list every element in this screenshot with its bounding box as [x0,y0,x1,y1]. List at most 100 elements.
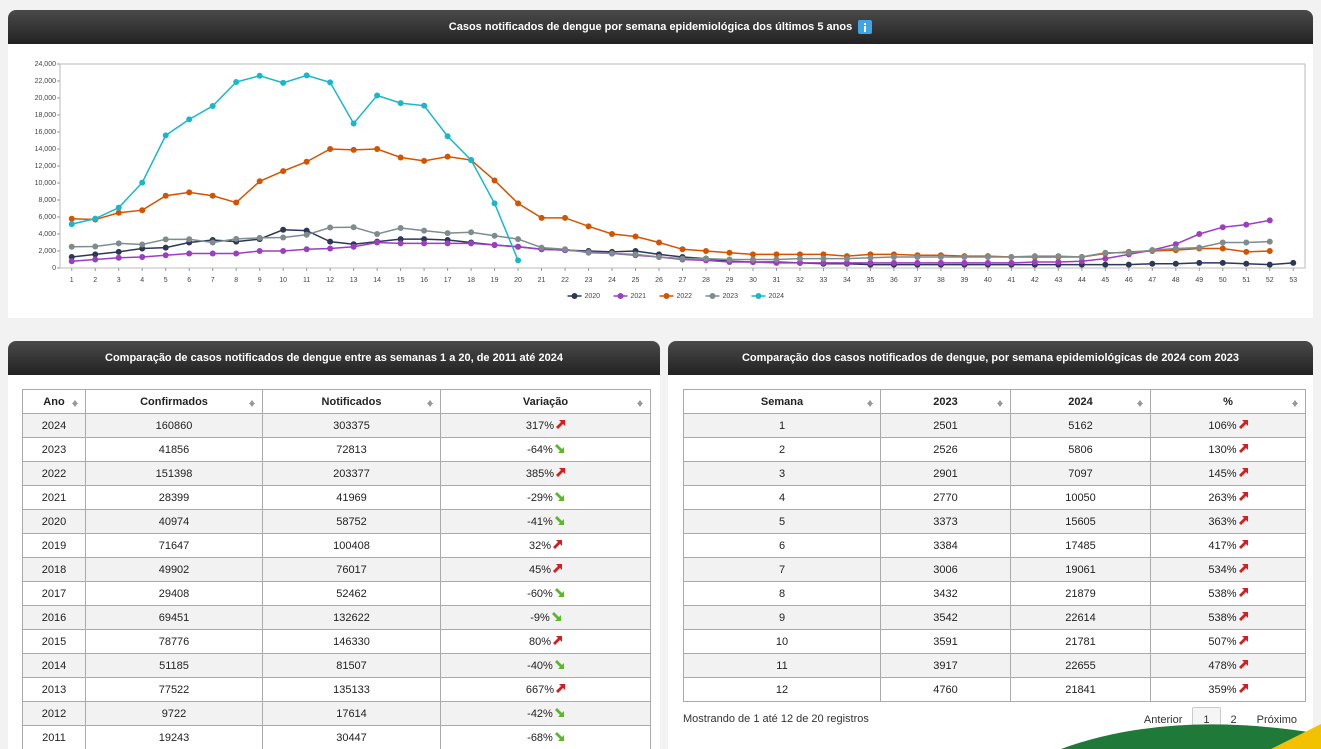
table-cell: -9% [440,605,651,630]
data-point [679,246,686,253]
arrow-up [1238,683,1248,693]
table-cell: 3006 [880,557,1011,582]
arrow-shape [554,587,564,597]
data-point [796,259,803,266]
x-tick-label: 24 [608,277,616,284]
cell-text: 100408 [333,539,370,552]
table-cell: 385% [440,461,651,486]
data-point [773,256,780,263]
data-point [1078,258,1085,265]
data-point [1078,253,1085,260]
data-point [1243,248,1250,255]
arrow-down [554,731,564,741]
data-point [820,255,827,262]
cell-text: 81507 [336,659,367,672]
info-icon[interactable] [858,20,873,34]
table-cell: 81507 [262,653,441,678]
arrow-shape [1238,611,1248,621]
cell-text: 10 [775,635,789,648]
column-header[interactable]: Ano [22,389,86,414]
data-point [1102,255,1109,262]
column-header[interactable]: 2024 [1010,389,1151,414]
legend-item: 2024 [751,293,784,300]
table-cell: 417% [1150,533,1306,558]
data-point [1266,238,1273,245]
data-point [186,250,193,257]
cell-text: 17485 [1065,539,1096,552]
table-cell: 2023 [22,437,86,462]
table-cell: 2017 [22,581,86,606]
column-header[interactable]: Variação [440,389,651,414]
data-point [1196,259,1203,266]
arrow-down [554,515,564,525]
data-point [1219,259,1226,266]
arrow-shape [1238,515,1248,525]
data-point [726,249,733,256]
page-link[interactable]: Anterior [1143,714,1183,726]
column-header[interactable]: % [1150,389,1306,414]
cell-text: 11 [776,659,788,672]
data-point [327,146,334,152]
table-cell: -41% [440,509,651,534]
cell-text: 2023 [41,443,67,456]
data-point [280,79,287,86]
data-point [749,256,756,263]
cell-text: 69451 [158,611,190,624]
column-header[interactable]: Notificados [262,389,441,414]
x-tick-label: 38 [937,277,945,284]
table-row: 2018 49902 76017 45% [22,557,651,582]
cell-text: 151398 [155,467,193,480]
data-point [796,255,803,262]
table-row: 2015 78776 146330 80% [22,629,651,654]
arrow-up [1238,587,1248,597]
table-row: 8 3432 21879 538% [683,581,1306,606]
cell-text: 2013 [41,683,67,696]
column-header[interactable]: Confirmados [85,389,263,414]
table-row: 2017 29408 52462 -60% [22,581,651,606]
table-cell: 478% [1150,653,1306,678]
cell-text: 76017 [336,563,367,576]
data-point [1243,260,1250,267]
table-row: 2023 41856 72813 -64% [22,437,651,462]
column-header[interactable]: 2023 [880,389,1011,414]
data-point [233,79,240,86]
table-cell: 2901 [880,461,1011,486]
data-point [68,215,75,222]
data-point [350,146,357,153]
cell-text: 1 [778,419,786,432]
x-tick-label: 37 [914,277,922,284]
cell-text: 19243 [158,731,190,744]
table-row: 2 2526 5806 130% [683,437,1306,462]
table-cell: 2 [683,437,881,462]
series-line [71,226,1270,261]
cell-text: 12 [775,683,789,696]
x-tick-label: 15 [397,277,405,284]
data-point [726,256,733,263]
page-link[interactable]: 2 [1230,714,1237,726]
data-point [397,240,404,247]
table-cell: 7 [683,557,881,582]
data-point [139,241,146,248]
page-link[interactable]: Próximo [1256,714,1297,726]
table-row: 7 3006 19061 534% [683,557,1306,582]
cell-text: 2024 [41,419,67,432]
x-tick-label: 31 [773,277,781,284]
table-cell: 4760 [880,677,1011,702]
x-tick-label: 16 [420,277,428,284]
column-header[interactable]: Semana [683,389,881,414]
data-point [609,250,616,257]
x-tick-label: 4 [140,277,144,284]
plot-frame [59,63,1306,269]
x-tick-label: 7 [211,277,215,284]
x-tick-label: 51 [1242,277,1250,284]
table-cell: 3373 [880,509,1011,534]
data-point [233,250,240,257]
table-cell: -60% [440,581,651,606]
cell-text: 72813 [336,443,367,456]
cell-text: -9% [530,611,550,624]
cell-text: 32% [528,539,552,552]
data-point [538,244,545,251]
data-point [679,255,686,262]
data-point [303,227,310,234]
